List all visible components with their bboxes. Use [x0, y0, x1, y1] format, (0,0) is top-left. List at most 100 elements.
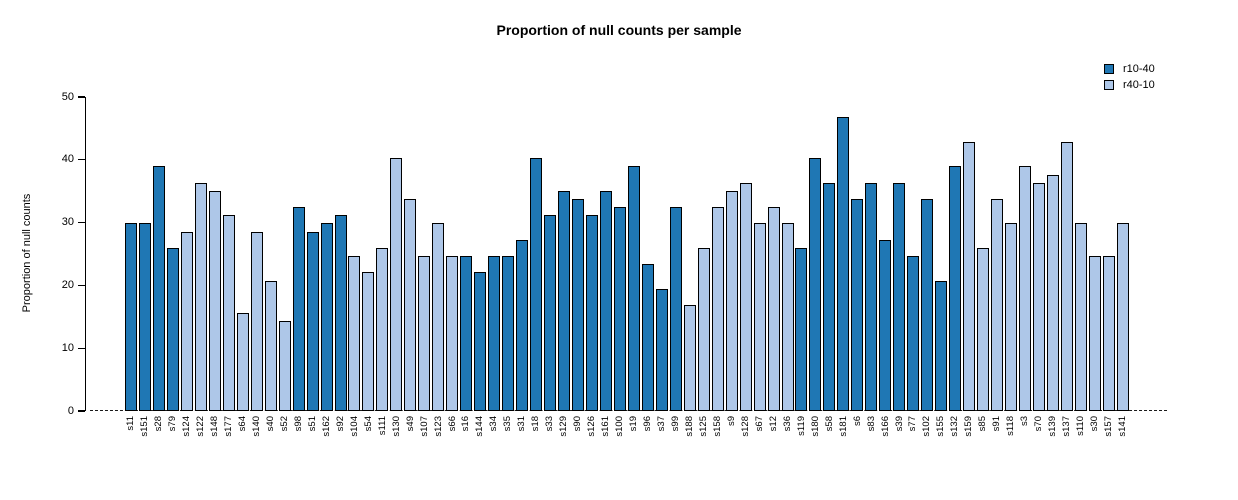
bar-s123 [432, 223, 445, 411]
bar-s36 [781, 223, 794, 411]
bar-s49 [404, 198, 417, 411]
x-tick-label-s123: s123 [432, 416, 444, 437]
x-label-slot: s77 [906, 416, 920, 476]
x-label-slot: s39 [892, 416, 906, 476]
x-tick-label-s104: s104 [348, 416, 360, 437]
x-tick-label-s139: s139 [1047, 416, 1059, 437]
x-tick-label-s16: s16 [460, 416, 472, 432]
bar-s64 [236, 313, 249, 411]
x-label-slot: s34 [487, 416, 501, 476]
x-label-slot: s52 [278, 416, 292, 476]
x-label-slot: s129 [557, 416, 571, 476]
x-tick-label-s33: s33 [544, 416, 556, 432]
bar-s37 [655, 288, 668, 411]
x-label-slot: s104 [348, 416, 362, 476]
bar-s96 [641, 264, 654, 411]
bar-s34 [488, 256, 501, 411]
bar-slot [878, 97, 892, 411]
bar-s126 [585, 215, 598, 411]
bar-s119 [795, 247, 808, 411]
x-label-slot: s51 [306, 416, 320, 476]
bar-slot [1060, 97, 1074, 411]
x-label-slot: s79 [166, 416, 180, 476]
bar-slot [990, 97, 1004, 411]
bar-s52 [278, 321, 291, 411]
x-label-slot: s30 [1088, 416, 1102, 476]
x-tick-label-s64: s64 [236, 416, 248, 432]
legend-swatch-r40-10 [1104, 80, 1114, 90]
x-tick-label-s128: s128 [739, 416, 751, 437]
bar-s77 [907, 256, 920, 411]
y-tick-10 [78, 347, 85, 349]
x-label-slot: s141 [1116, 416, 1130, 476]
x-tick-label-s31: s31 [516, 416, 528, 432]
bar-s139 [1046, 174, 1059, 411]
x-tick-label-s166: s166 [879, 416, 891, 437]
bar-slot [711, 97, 725, 411]
x-label-slot: s119 [795, 416, 809, 476]
bar-s18 [530, 158, 543, 411]
bar-s104 [348, 256, 361, 411]
bar-slot [306, 97, 320, 411]
bar-slot [934, 97, 948, 411]
bar-s130 [390, 158, 403, 411]
bar-slot [613, 97, 627, 411]
x-label-slot: s64 [236, 416, 250, 476]
bar-slot [850, 97, 864, 411]
x-tick-label-s161: s161 [600, 416, 612, 437]
bar-slot [124, 97, 138, 411]
x-label-slot: s31 [515, 416, 529, 476]
bar-slot [571, 97, 585, 411]
bar-s83 [865, 182, 878, 411]
x-label-slot: s118 [1004, 416, 1018, 476]
y-tick-40 [78, 159, 85, 161]
x-tick-label-s70: s70 [1033, 416, 1045, 432]
x-label-slot: s140 [250, 416, 264, 476]
x-label-slot: s137 [1060, 416, 1074, 476]
legend-swatch-r10-40 [1104, 64, 1114, 74]
bar-slot [375, 97, 389, 411]
x-tick-label-s28: s28 [153, 416, 165, 432]
bar-slot [739, 97, 753, 411]
bar-slot [278, 97, 292, 411]
bar-slot [529, 97, 543, 411]
x-label-slot: s3 [1018, 416, 1032, 476]
legend-label-r10-40: r10-40 [1123, 62, 1155, 75]
x-tick-label-s34: s34 [488, 416, 500, 432]
bar-slot [655, 97, 669, 411]
x-tick-label-s102: s102 [921, 416, 933, 437]
bar-slot [334, 97, 348, 411]
x-tick-label-s129: s129 [558, 416, 570, 437]
x-label-slot: s90 [571, 416, 585, 476]
x-tick-label-s181: s181 [837, 416, 849, 437]
x-tick-label-s3: s3 [1019, 416, 1031, 427]
bar-slot [320, 97, 334, 411]
bar-slot [348, 97, 362, 411]
x-label-slot: s18 [529, 416, 543, 476]
bar-slot [166, 97, 180, 411]
x-label-slot: s35 [501, 416, 515, 476]
x-label-slot: s180 [808, 416, 822, 476]
bar-s3 [1018, 166, 1031, 411]
x-tick-label-s66: s66 [446, 416, 458, 432]
x-tick-label-s144: s144 [474, 416, 486, 437]
bar-slot [264, 97, 278, 411]
x-tick-label-s107: s107 [418, 416, 430, 437]
bar-s85 [977, 247, 990, 411]
x-tick-label-s51: s51 [306, 416, 318, 432]
x-tick-label-s92: s92 [334, 416, 346, 432]
bar-slot [627, 97, 641, 411]
bar-slot [1088, 97, 1102, 411]
bar-s128 [739, 182, 752, 411]
bar-slot [808, 97, 822, 411]
x-tick-label-s67: s67 [753, 416, 765, 432]
bar-s157 [1102, 256, 1115, 411]
bar-slot [864, 97, 878, 411]
x-tick-label-s54: s54 [362, 416, 374, 432]
bar-s180 [809, 158, 822, 411]
x-label-slot: s107 [417, 416, 431, 476]
bar-slot [473, 97, 487, 411]
x-label-slot: s66 [445, 416, 459, 476]
bar-slot [822, 97, 836, 411]
x-label-slot: s125 [697, 416, 711, 476]
